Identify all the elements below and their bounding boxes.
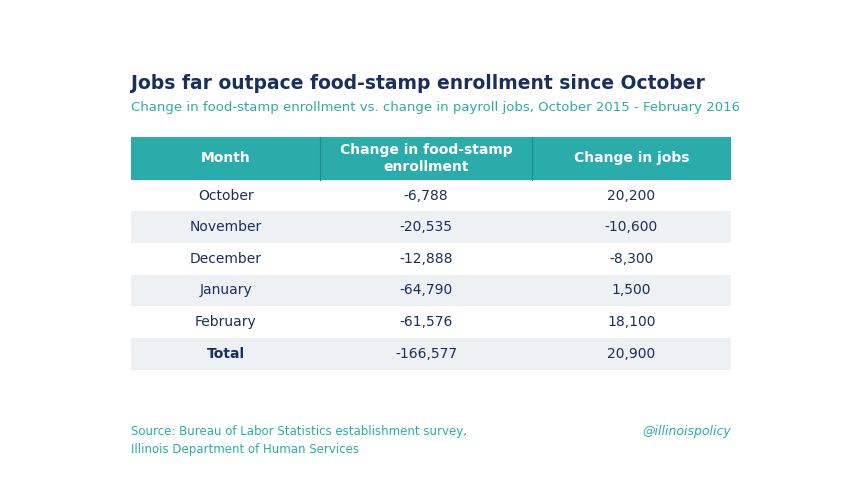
Text: -61,576: -61,576	[399, 315, 452, 329]
Bar	[131, 243, 731, 275]
Text: Source: Bureau of Labor Statistics establishment survey,
Illinois Department of : Source: Bureau of Labor Statistics estab…	[131, 425, 468, 456]
Text: -64,790: -64,790	[399, 284, 452, 298]
Text: -10,600: -10,600	[605, 220, 658, 234]
Bar	[131, 211, 731, 243]
Text: Month: Month	[201, 151, 251, 165]
Text: 20,900: 20,900	[607, 347, 655, 361]
Text: Change in jobs: Change in jobs	[574, 151, 689, 165]
Bar	[131, 180, 731, 211]
Text: -6,788: -6,788	[404, 188, 448, 202]
Text: Change in food-stamp
enrollment: Change in food-stamp enrollment	[340, 143, 512, 173]
Text: -20,535: -20,535	[399, 220, 452, 234]
Text: -12,888: -12,888	[399, 252, 452, 266]
Text: February: February	[195, 315, 257, 329]
Text: Change in food-stamp enrollment vs. change in payroll jobs, October 2015 - Febru: Change in food-stamp enrollment vs. chan…	[131, 101, 740, 114]
Text: 1,500: 1,500	[611, 284, 651, 298]
Text: December: December	[190, 252, 262, 266]
Bar	[131, 338, 731, 370]
Bar	[131, 275, 731, 306]
Text: Jobs far outpace food-stamp enrollment since October: Jobs far outpace food-stamp enrollment s…	[131, 74, 705, 93]
Text: January: January	[199, 284, 252, 298]
Text: October: October	[198, 188, 253, 202]
Text: @illinoispolicy: @illinoispolicy	[642, 425, 731, 438]
Text: -166,577: -166,577	[395, 347, 458, 361]
Text: 20,200: 20,200	[607, 188, 655, 202]
Text: November: November	[189, 220, 262, 234]
Bar	[131, 306, 731, 338]
Text: -8,300: -8,300	[609, 252, 653, 266]
Text: 18,100: 18,100	[607, 315, 656, 329]
Text: Total: Total	[207, 347, 245, 361]
